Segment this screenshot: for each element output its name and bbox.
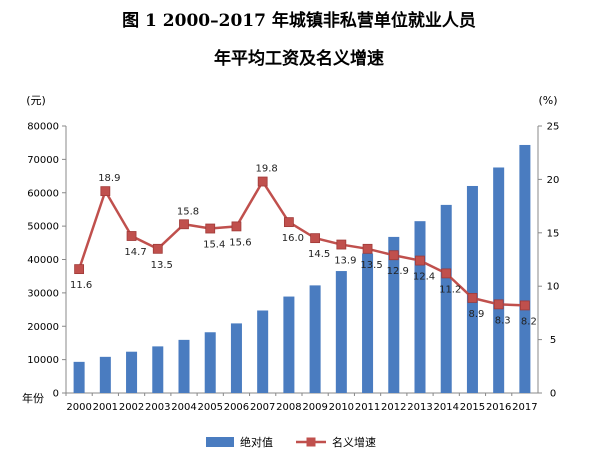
growth-point-2006 bbox=[231, 221, 242, 232]
left-axis-unit: (元) bbox=[26, 94, 46, 107]
bar-2010 bbox=[335, 271, 347, 393]
data-label-2014: 11.2 bbox=[439, 284, 461, 295]
growth-point-2001 bbox=[100, 186, 111, 197]
chart-title-line1: 图 1 2000–2017 年城镇非私营单位就业人员 bbox=[122, 11, 476, 31]
data-label-2012: 12.9 bbox=[387, 266, 409, 277]
data-label-2006: 15.6 bbox=[229, 237, 251, 248]
bar-2009 bbox=[309, 285, 321, 393]
x-tick-label: 2002 bbox=[119, 402, 144, 413]
left-tick-label: 50000 bbox=[27, 222, 59, 233]
x-tick-label: 2015 bbox=[460, 402, 485, 413]
growth-point-2002 bbox=[126, 231, 137, 241]
legend-swatch-bars bbox=[206, 437, 234, 447]
left-tick-label: 10000 bbox=[27, 355, 59, 366]
growth-point-2017 bbox=[519, 300, 530, 311]
bar-2012 bbox=[388, 236, 400, 393]
x-tick-label: 2010 bbox=[329, 402, 354, 413]
data-label-2000: 11.6 bbox=[70, 280, 92, 291]
data-label-2003: 13.5 bbox=[151, 260, 173, 271]
bar-2005 bbox=[204, 332, 216, 393]
bar-2016 bbox=[493, 167, 505, 393]
growth-point-2014 bbox=[441, 268, 452, 279]
growth-point-2007 bbox=[257, 176, 268, 187]
data-label-2007: 19.8 bbox=[256, 164, 278, 175]
bar-2008 bbox=[283, 296, 295, 393]
growth-point-2004 bbox=[179, 219, 189, 230]
data-label-2010: 13.9 bbox=[334, 256, 356, 267]
bar-2013 bbox=[414, 221, 426, 393]
growth-point-2009 bbox=[310, 233, 321, 244]
growth-point-2013 bbox=[415, 255, 425, 266]
data-label-2017: 8.2 bbox=[521, 316, 537, 327]
left-tick-label: 80000 bbox=[27, 122, 59, 133]
chart-title-line2: 年平均工资及名义增速 bbox=[214, 49, 384, 69]
x-axis-label: 年份 bbox=[22, 391, 44, 405]
x-tick-label: 2008 bbox=[276, 402, 301, 413]
growth-point-2000 bbox=[74, 264, 85, 275]
x-tick-label: 2004 bbox=[171, 402, 196, 413]
right-tick-label: 0 bbox=[550, 389, 556, 400]
data-label-2002: 14.7 bbox=[124, 247, 146, 258]
bar-2017 bbox=[519, 144, 531, 393]
left-tick-label: 60000 bbox=[27, 188, 59, 199]
x-tick-label: 2011 bbox=[355, 402, 380, 413]
x-tick-label: 2006 bbox=[224, 402, 249, 413]
bar-2007 bbox=[257, 310, 269, 393]
legend-label-line: 名义增速 bbox=[332, 435, 376, 449]
right-tick-label: 5 bbox=[550, 335, 556, 346]
x-tick-label: 2000 bbox=[66, 402, 91, 413]
x-tick-label: 2003 bbox=[145, 402, 170, 413]
bar-2003 bbox=[152, 346, 164, 393]
x-tick-label: 2009 bbox=[302, 402, 327, 413]
x-tick-label: 2017 bbox=[512, 402, 537, 413]
right-tick-label: 20 bbox=[547, 175, 560, 186]
x-tick-label: 2001 bbox=[93, 402, 118, 413]
bar-2002 bbox=[126, 351, 138, 393]
bar-2006 bbox=[230, 323, 242, 393]
bar-2004 bbox=[178, 339, 190, 393]
legend-marker-line bbox=[306, 437, 316, 447]
left-tick-label: 70000 bbox=[27, 155, 59, 166]
data-label-2004: 15.8 bbox=[177, 206, 199, 217]
x-tick-label: 2005 bbox=[197, 402, 222, 413]
growth-point-2010 bbox=[336, 239, 347, 250]
x-tick-label: 2007 bbox=[250, 402, 275, 413]
growth-point-2008 bbox=[283, 217, 294, 228]
growth-point-2011 bbox=[362, 243, 373, 254]
data-label-2001: 18.9 bbox=[98, 173, 120, 184]
bar-2000 bbox=[73, 361, 85, 393]
growth-point-2015 bbox=[467, 293, 478, 303]
data-label-2005: 15.4 bbox=[203, 240, 225, 251]
data-label-2008: 16.0 bbox=[282, 233, 304, 244]
right-tick-label: 25 bbox=[547, 122, 560, 133]
bar-2014 bbox=[440, 204, 452, 393]
right-tick-label: 10 bbox=[547, 282, 560, 293]
left-tick-label: 20000 bbox=[27, 322, 59, 333]
left-tick-label: 40000 bbox=[27, 255, 59, 266]
x-tick-label: 2012 bbox=[381, 402, 406, 413]
x-tick-label: 2016 bbox=[486, 402, 511, 413]
growth-point-2003 bbox=[152, 243, 163, 254]
right-tick-label: 15 bbox=[547, 228, 560, 239]
right-axis-unit: (%) bbox=[538, 94, 557, 107]
bar-2015 bbox=[466, 185, 478, 393]
left-tick-label: 0 bbox=[53, 389, 59, 400]
data-label-2011: 13.5 bbox=[360, 260, 382, 271]
left-tick-label: 30000 bbox=[27, 288, 59, 299]
x-tick-label: 2014 bbox=[433, 402, 458, 413]
data-label-2015: 8.9 bbox=[468, 309, 484, 320]
growth-point-2016 bbox=[493, 299, 504, 310]
bar-2011 bbox=[362, 253, 374, 393]
data-label-2009: 14.5 bbox=[308, 249, 330, 260]
growth-point-2005 bbox=[205, 223, 216, 234]
bar-2001 bbox=[99, 356, 111, 393]
data-label-2016: 8.3 bbox=[495, 315, 511, 326]
growth-point-2012 bbox=[388, 250, 399, 261]
legend-label-bars: 绝对值 bbox=[240, 435, 273, 449]
data-label-2013: 12.4 bbox=[413, 272, 435, 283]
x-tick-label: 2013 bbox=[407, 402, 432, 413]
